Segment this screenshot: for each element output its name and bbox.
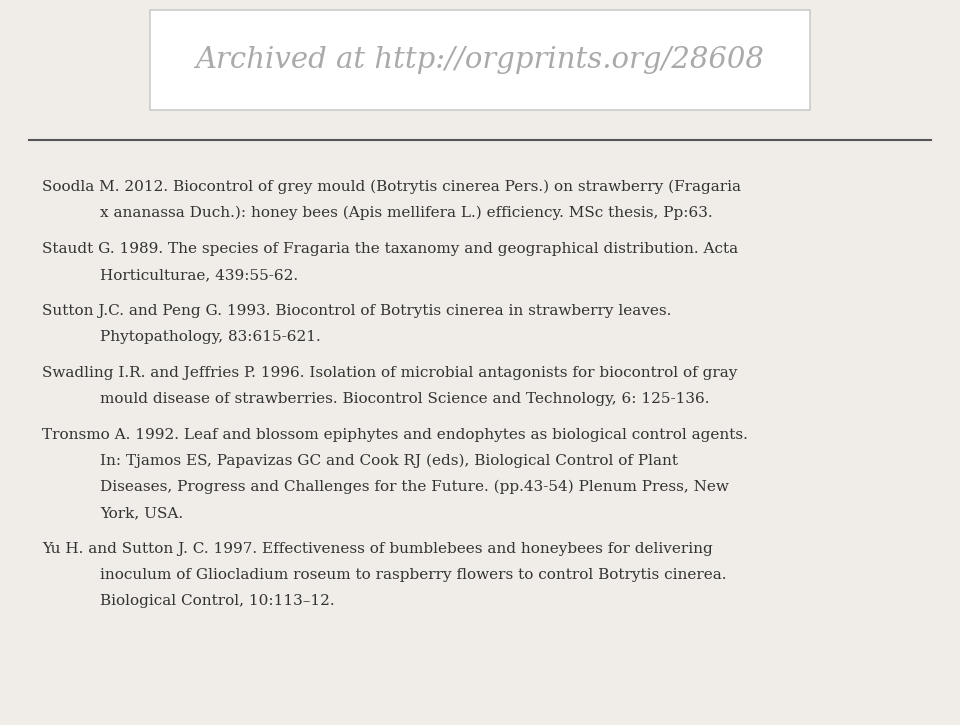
Text: Tronsmo A. 1992. Leaf and blossom epiphytes and endophytes as biological control: Tronsmo A. 1992. Leaf and blossom epiphy… [42, 428, 748, 442]
Text: Archived at http://orgprints.org/28608: Archived at http://orgprints.org/28608 [196, 46, 764, 74]
Text: Horticulturae, 439:55-62.: Horticulturae, 439:55-62. [100, 268, 299, 282]
FancyBboxPatch shape [150, 10, 810, 110]
Text: x ananassa Duch.): honey bees (Apis mellifera L.) efficiency. MSc thesis, Pp:63.: x ananassa Duch.): honey bees (Apis mell… [100, 206, 712, 220]
Text: Diseases, Progress and Challenges for the Future. (pp.43-54) Plenum Press, New: Diseases, Progress and Challenges for th… [100, 480, 729, 494]
Text: In: Tjamos ES, Papavizas GC and Cook RJ (eds), Biological Control of Plant: In: Tjamos ES, Papavizas GC and Cook RJ … [100, 454, 678, 468]
Text: Biological Control, 10:113–12.: Biological Control, 10:113–12. [100, 594, 335, 608]
Text: Swadling I.R. and Jeffries P. 1996. Isolation of microbial antagonists for bioco: Swadling I.R. and Jeffries P. 1996. Isol… [42, 366, 737, 380]
Text: inoculum of Gliocladium roseum to raspberry flowers to control Botrytis cinerea.: inoculum of Gliocladium roseum to raspbe… [100, 568, 727, 582]
Text: Soodla M. 2012. Biocontrol of grey mould (Botrytis cinerea Pers.) on strawberry : Soodla M. 2012. Biocontrol of grey mould… [42, 180, 741, 194]
Text: York, USA.: York, USA. [100, 506, 183, 520]
Text: Sutton J.C. and Peng G. 1993. Biocontrol of Botrytis cinerea in strawberry leave: Sutton J.C. and Peng G. 1993. Biocontrol… [42, 304, 671, 318]
Text: Staudt G. 1989. The species of Fragaria the taxanomy and geographical distributi: Staudt G. 1989. The species of Fragaria … [42, 242, 738, 256]
Text: Yu H. and Sutton J. C. 1997. Effectiveness of bumblebees and honeybees for deliv: Yu H. and Sutton J. C. 1997. Effectivene… [42, 542, 712, 556]
Text: Phytopathology, 83:615-621.: Phytopathology, 83:615-621. [100, 330, 321, 344]
Text: mould disease of strawberries. Biocontrol Science and Technology, 6: 125-136.: mould disease of strawberries. Biocontro… [100, 392, 709, 406]
